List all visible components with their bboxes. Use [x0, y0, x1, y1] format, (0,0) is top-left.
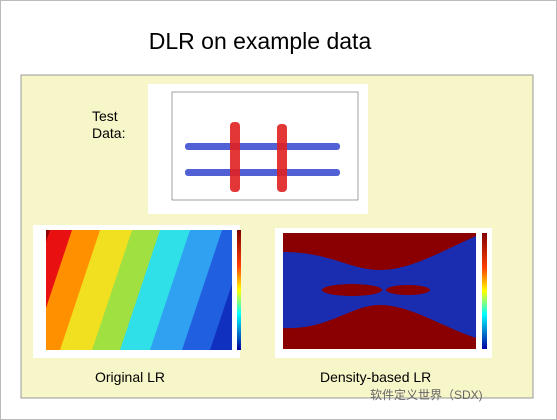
slide-title: DLR on example data: [148, 28, 372, 54]
blue-band: [185, 169, 340, 176]
plot-frame: [171, 91, 359, 201]
density-lr-plot: [275, 228, 492, 358]
test-label: Test Data:: [92, 108, 126, 141]
red-cluster: [230, 122, 240, 192]
test-data-plot: [148, 84, 368, 214]
blue-band: [185, 143, 340, 150]
original-lr-plot: [33, 225, 241, 358]
red-cluster: [277, 124, 287, 192]
right-caption: Density-based LR: [320, 369, 432, 385]
left-caption: Original LR: [95, 369, 166, 385]
watermark: 软件定义世界（SDX): [370, 388, 483, 402]
